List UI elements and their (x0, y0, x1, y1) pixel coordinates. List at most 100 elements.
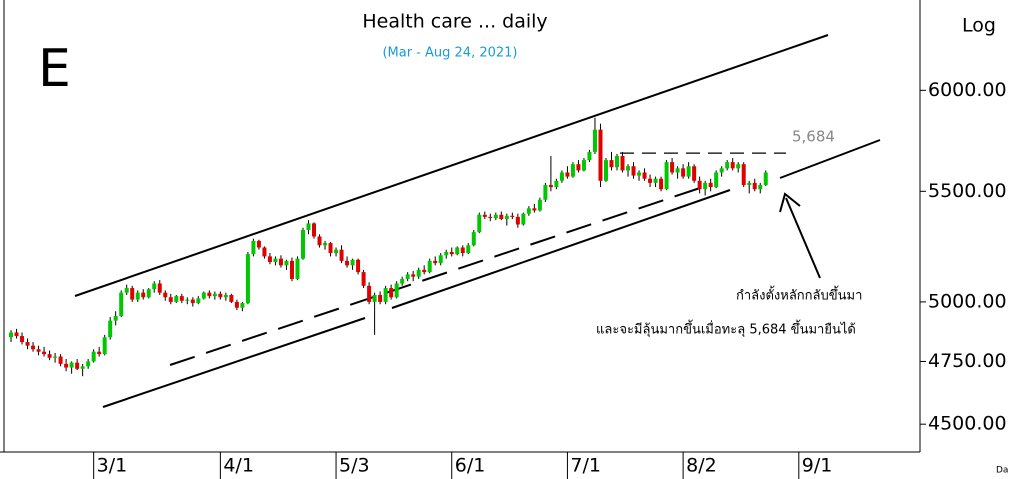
candle-body (400, 278, 405, 284)
candle-body (300, 229, 305, 259)
candle-body (212, 293, 217, 297)
candle-body (234, 301, 239, 308)
candle-body (113, 315, 118, 321)
mid-channel (169, 187, 701, 366)
candle-body (460, 247, 465, 254)
candle-body (14, 332, 19, 337)
candle-body (471, 232, 476, 246)
candle-body (692, 166, 697, 181)
candle-body (670, 162, 675, 173)
candle-body (174, 296, 179, 302)
candle-body (86, 361, 91, 367)
candle-body (245, 254, 250, 304)
candle-body (499, 214, 504, 220)
candle-body (223, 294, 228, 298)
candle-body (592, 129, 597, 152)
candle-body (719, 168, 724, 173)
y-tick-label: 4500.00 (928, 413, 1007, 435)
candle-body (306, 223, 311, 230)
candle-body (361, 272, 366, 286)
lower-channel (102, 317, 366, 408)
candle-body (383, 288, 388, 302)
x-tick-label: 5/3 (339, 455, 370, 477)
candle-body (653, 178, 658, 183)
candle-body (130, 288, 135, 300)
candle-body (609, 160, 614, 168)
candle-body (493, 214, 498, 218)
candle-body (356, 259, 361, 273)
candle-body (334, 249, 339, 254)
candle-body (9, 332, 14, 338)
candle-body (642, 172, 647, 179)
candle-body (273, 258, 278, 262)
candle-body (725, 162, 730, 169)
candle-body (631, 166, 636, 176)
candle-body (758, 184, 763, 190)
candle-body (504, 215, 509, 220)
candle-body (91, 351, 96, 362)
panel-letter: E (38, 39, 71, 99)
candle-body (47, 354, 52, 358)
candle-body (157, 283, 162, 293)
candle-body (240, 303, 245, 308)
candle-body (345, 260, 350, 266)
candle-body (20, 336, 25, 343)
candle-body (482, 214, 487, 217)
candle-body (190, 299, 195, 304)
candle-body (367, 285, 372, 302)
candle-body (196, 298, 201, 304)
candle-body (339, 249, 344, 261)
x-tick-label: 7/1 (570, 455, 601, 477)
candle-body (598, 129, 603, 181)
candle-body (565, 172, 570, 177)
candle-body (648, 178, 653, 183)
candle-body (675, 168, 680, 173)
candle-body (466, 245, 471, 254)
candle-body (570, 164, 575, 177)
candle-body (708, 182, 713, 188)
candle-body (603, 160, 608, 181)
candle-body (378, 294, 383, 302)
candle-body (372, 294, 377, 302)
candle-body (218, 293, 223, 298)
candle-body (537, 199, 542, 211)
candle-body (64, 363, 69, 368)
candle-body (168, 297, 173, 302)
scale-label: Log (962, 15, 996, 37)
candle-body (284, 260, 289, 266)
candle-body (488, 216, 493, 218)
candle-body (548, 184, 553, 188)
candle-body (736, 164, 741, 169)
candle-body (449, 251, 454, 255)
candle-body (119, 292, 124, 316)
candle-body (477, 214, 482, 233)
arrow-shaft (785, 197, 821, 279)
candle-body (25, 342, 30, 346)
candle-body (323, 243, 328, 246)
candle-body (389, 288, 394, 298)
candle-body (697, 180, 702, 190)
candle-body (637, 172, 642, 176)
candle-body (752, 182, 757, 190)
candle-body (747, 182, 752, 185)
candle-body (31, 345, 36, 350)
candle-body (317, 236, 322, 246)
candle-body (278, 258, 283, 266)
candle-body (135, 292, 140, 300)
candle-body (251, 240, 256, 255)
candle-body (394, 283, 399, 298)
candle-body (267, 256, 272, 262)
candle-body (763, 172, 768, 185)
candle-body (350, 259, 355, 266)
y-tick-label: 6000.00 (928, 79, 1007, 101)
candle-body (141, 292, 146, 298)
candle-body (532, 208, 537, 211)
chart-title: Health care ... daily (362, 11, 547, 33)
candle-body (146, 289, 151, 298)
candle-body (659, 178, 664, 190)
y-tick-label: 5500.00 (928, 180, 1007, 202)
candle-body (559, 172, 564, 181)
candle-body (626, 166, 631, 171)
candle-body (97, 351, 102, 355)
